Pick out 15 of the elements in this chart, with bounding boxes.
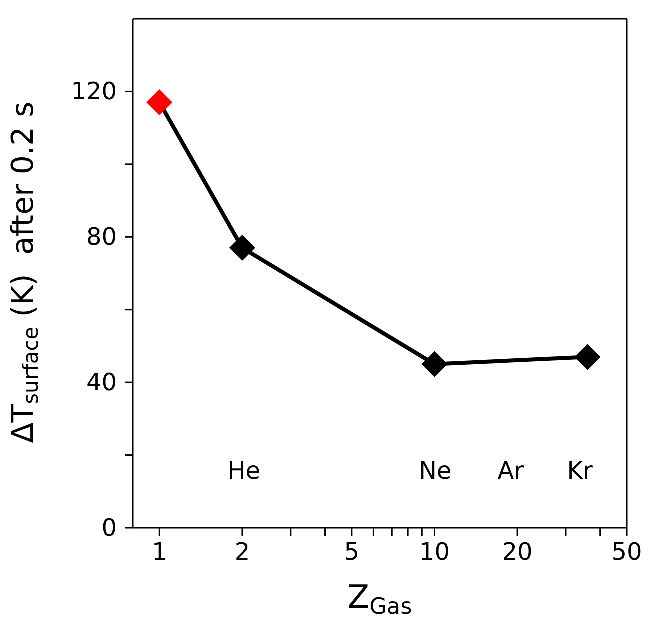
x-tick-label: 1 [152, 538, 168, 566]
y-tick-label: 0 [102, 514, 117, 542]
y-tick-label: 120 [71, 78, 117, 106]
annotation: He [228, 457, 261, 486]
annotation: Ne [418, 457, 452, 486]
x-tick-label: 2 [234, 538, 250, 566]
x-tick-label: 10 [419, 538, 450, 566]
annotation: Ar [498, 457, 524, 486]
x-tick-label: 20 [502, 538, 533, 566]
x-tick-label: 50 [612, 538, 642, 566]
annotation: Kr [567, 457, 594, 486]
y-tick-label: 40 [86, 368, 117, 397]
x-tick-label: 5 [344, 538, 360, 566]
y-tick-label: 80 [86, 223, 117, 252]
x-axis-title: Z$_{Gas}$ [348, 578, 412, 620]
